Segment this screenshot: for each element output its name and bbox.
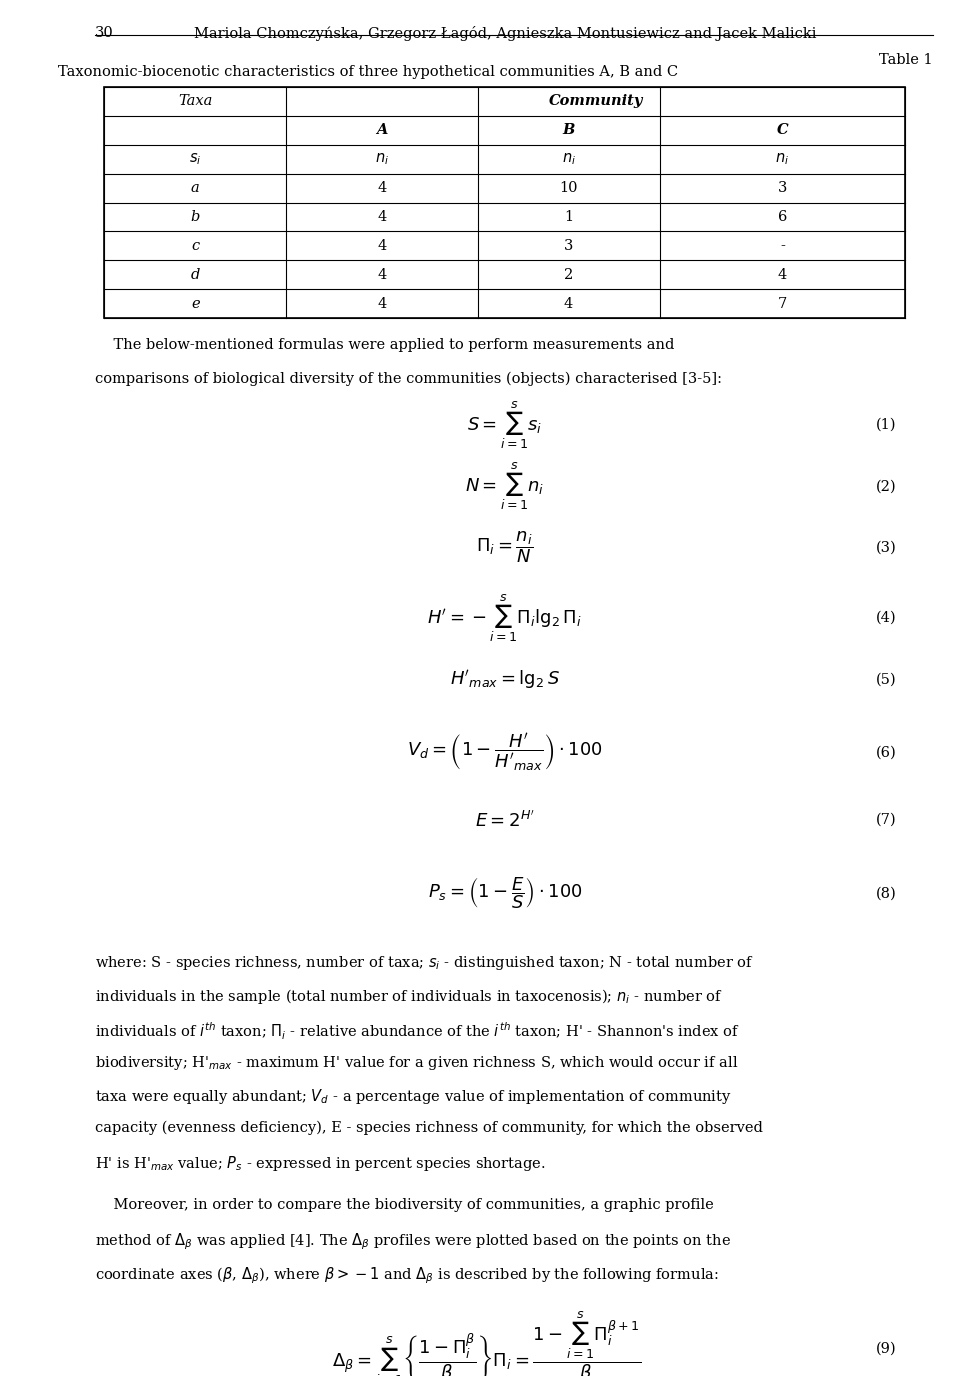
Text: 6: 6 [778,211,787,224]
Text: (7): (7) [876,813,897,827]
Text: method of $\Delta_{\beta}$ was applied [4]. The $\Delta_{\beta}$ profiles were p: method of $\Delta_{\beta}$ was applied [… [95,1232,732,1252]
Text: 7: 7 [778,297,787,311]
Text: e: e [191,297,200,311]
Text: (5): (5) [876,671,897,687]
Bar [105,87,905,318]
Text: 4: 4 [377,297,387,311]
Text: $H'_{max} = \lg_2 S$: $H'_{max} = \lg_2 S$ [450,667,560,691]
Text: a: a [191,182,200,195]
Text: (6): (6) [876,746,897,760]
Text: Table 1: Table 1 [879,54,933,67]
Text: 4: 4 [377,239,387,253]
Text: $\Delta_{\beta} = \sum_{i=1}^{s} \left\{ \dfrac{1 - \Pi_i^{\beta}}{\beta} \right: $\Delta_{\beta} = \sum_{i=1}^{s} \left\{… [332,1310,641,1376]
Text: 4: 4 [377,211,387,224]
Text: 4: 4 [564,297,573,311]
Text: capacity (evenness deficiency), E - species richness of community, for which the: capacity (evenness deficiency), E - spec… [95,1120,763,1135]
Text: 1: 1 [564,211,573,224]
Text: 3: 3 [778,182,787,195]
Text: individuals of $i^{th}$ taxon; $\Pi_i$ - relative abundance of the $i^{th}$ taxo: individuals of $i^{th}$ taxon; $\Pi_i$ -… [95,1020,740,1042]
Text: 4: 4 [377,182,387,195]
Text: Taxonomic-biocenotic characteristics of three hypothetical communities A, B and : Taxonomic-biocenotic characteristics of … [59,65,679,78]
Text: comparisons of biological diversity of the communities (objects) characterised [: comparisons of biological diversity of t… [95,372,722,387]
Text: individuals in the sample (total number of individuals in taxocenosis); $n_i$ - : individuals in the sample (total number … [95,987,723,1006]
Text: 2: 2 [564,268,573,282]
Text: taxa were equally abundant; $V_d$ - a percentage value of implementation of comm: taxa were equally abundant; $V_d$ - a pe… [95,1087,732,1106]
Text: $n_i$: $n_i$ [776,151,789,166]
Text: Mariola Chomczyńska, Grzegorz Łagód, Agnieszka Montusiewicz and Jacek Malicki: Mariola Chomczyńska, Grzegorz Łagód, Agn… [194,26,816,41]
Text: c: c [191,239,200,253]
Text: 3: 3 [564,239,573,253]
Text: C: C [777,124,788,138]
Text: d: d [191,268,200,282]
Text: 4: 4 [778,268,787,282]
Text: Community: Community [549,95,643,109]
Text: biodiversity; H'$_{max}$ - maximum H' value for a given richness S, which would : biodiversity; H'$_{max}$ - maximum H' va… [95,1054,738,1072]
Text: $S = \sum_{i=1}^{s} s_i$: $S = \sum_{i=1}^{s} s_i$ [468,399,542,451]
Text: $H' = -\sum_{i=1}^{s} \Pi_i \lg_2 \Pi_i$: $H' = -\sum_{i=1}^{s} \Pi_i \lg_2 \Pi_i$ [427,592,583,644]
Text: $\Pi_i = \dfrac{n_i}{N}$: $\Pi_i = \dfrac{n_i}{N}$ [476,530,534,566]
Text: (8): (8) [876,886,897,900]
Text: The below-mentioned formulas were applied to perform measurements and: The below-mentioned formulas were applie… [95,338,675,352]
Text: -: - [780,239,785,253]
Text: (4): (4) [876,611,897,625]
Text: $n_i$: $n_i$ [375,151,389,166]
Text: A: A [376,124,388,138]
Text: $N = \sum_{i=1}^{s} n_i$: $N = \sum_{i=1}^{s} n_i$ [466,461,544,512]
Text: 10: 10 [560,182,578,195]
Text: coordinate axes ($\beta$, $\Delta_{\beta}$), where $\beta > -1$ and $\Delta_{\be: coordinate axes ($\beta$, $\Delta_{\beta… [95,1265,719,1285]
Text: $V_d = \left(1 - \dfrac{H'}{H'_{max}}\right) \cdot 100$: $V_d = \left(1 - \dfrac{H'}{H'_{max}}\ri… [407,732,603,773]
Text: (3): (3) [876,541,897,555]
Text: Taxa: Taxa [179,95,212,109]
Text: b: b [191,211,200,224]
Text: (1): (1) [876,418,897,432]
Text: (9): (9) [876,1342,897,1355]
Text: 30: 30 [95,26,114,40]
Text: $n_i$: $n_i$ [562,151,576,166]
Text: (2): (2) [876,479,897,494]
Text: $E = 2^{H'}$: $E = 2^{H'}$ [475,809,535,831]
Text: $P_s = \left(1 - \dfrac{E}{S}\right) \cdot 100$: $P_s = \left(1 - \dfrac{E}{S}\right) \cd… [427,875,582,911]
Text: 4: 4 [377,268,387,282]
Text: $s_i$: $s_i$ [189,151,202,166]
Text: H' is H'$_{max}$ value; $P_s$ - expressed in percent species shortage.: H' is H'$_{max}$ value; $P_s$ - expresse… [95,1154,546,1172]
Text: B: B [563,124,575,138]
Text: where: S - species richness, number of taxa; $s_i$ - distinguished taxon; N - to: where: S - species richness, number of t… [95,954,754,971]
Text: Moreover, in order to compare the biodiversity of communities, a graphic profile: Moreover, in order to compare the biodiv… [95,1198,714,1212]
